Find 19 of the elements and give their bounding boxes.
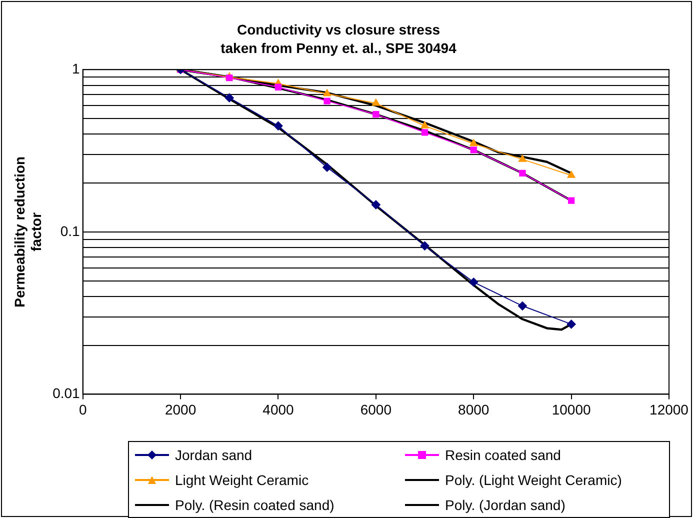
x-tick-label: 0 xyxy=(78,401,87,418)
chart-subtitle: taken from Penny et. al., SPE 30494 xyxy=(220,40,457,56)
legend-label: Poly. (Light Weight Ceramic) xyxy=(445,472,622,488)
legend-label: Resin coated sand xyxy=(445,446,561,462)
x-tick-label: 8000 xyxy=(458,401,490,418)
legend-label: Poly. (Resin coated sand) xyxy=(175,496,334,512)
chart-title: Conductivity vs closure stress xyxy=(236,21,440,38)
legend-label: Light Weight Ceramic xyxy=(175,472,309,488)
y-tick-label: 0.1 xyxy=(60,222,80,239)
y-tick-label: 1 xyxy=(72,60,80,76)
x-tick-label: 12000 xyxy=(650,401,689,418)
legend-label: Jordan sand xyxy=(175,446,252,462)
x-tick-label: 2000 xyxy=(164,401,196,418)
y-axis-title: Permeability reduction factor xyxy=(11,156,44,308)
x-tick-label: 6000 xyxy=(360,401,392,418)
legend-label: Poly. (Jordan sand) xyxy=(445,496,566,512)
x-tick-label: 10000 xyxy=(552,401,591,418)
x-tick-label: 4000 xyxy=(262,401,294,418)
y-tick-label: 0.01 xyxy=(52,385,80,402)
